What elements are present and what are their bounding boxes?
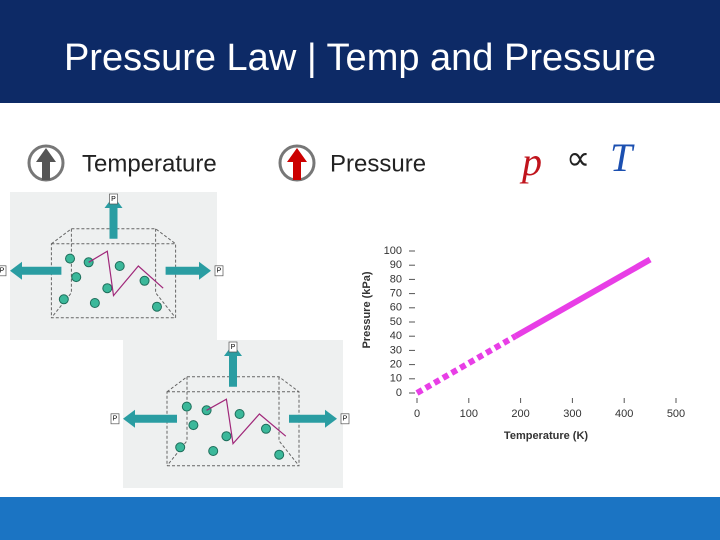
x-tick-label: 400 [615,408,633,420]
x-tick-label: 200 [511,408,529,420]
box-outline [50,228,177,319]
gas-box-figure: P P P [0,192,224,340]
x-axis-label: Temperature (K) [504,430,588,442]
arrow-label: P [217,268,222,275]
molecule [151,301,162,312]
box-outline [166,376,300,467]
label-box [0,265,7,277]
label-box [214,265,224,277]
molecule [71,272,82,283]
y-tick-label: 60 [390,302,402,314]
molecule [102,283,113,294]
y-tick-label: 10 [390,373,402,385]
y-axis-label: Pressure (kPa) [361,271,373,348]
molecule [58,294,69,305]
arrow-label: P [113,416,118,423]
arrow-head [325,409,337,428]
molecule [114,261,125,271]
formula-p: p [519,139,542,184]
label-temperature: Temperature [82,150,217,177]
y-tick-label: 0 [396,387,402,399]
y-tick-label: 70 [390,288,402,300]
molecule [181,401,192,412]
data-line [513,256,652,339]
arrow-head [123,409,135,428]
molecule [261,423,271,434]
label-box [228,341,238,353]
label-pressure: Pressure [330,150,426,177]
gas-box-figure: P P P [110,340,350,488]
y-tick-label: 50 [390,316,402,328]
arrow-label: P [231,344,236,351]
label-box [110,413,120,425]
y-tick-label: 20 [390,359,402,371]
y-tick-label: 40 [390,330,402,342]
footer-bar [0,497,720,540]
molecule [188,420,199,431]
x-tick-label: 300 [563,408,581,420]
label-box [340,413,350,425]
y-tick-label: 90 [390,259,402,271]
slide-title: Pressure Law | Temp and Pressure [64,37,656,79]
y-tick-label: 80 [390,273,402,285]
x-tick-label: 500 [667,408,685,420]
x-tick-label: 100 [460,408,478,420]
molecule-path [88,250,164,298]
header-bar [0,0,720,103]
formula-symbol: ∝ [566,139,590,179]
molecule [221,431,232,442]
molecule [139,275,150,286]
arrow-label: P [343,416,348,423]
icon-up-gray [27,144,65,182]
arrow-head [10,261,22,280]
molecule [274,449,285,460]
arrow-head [199,261,211,280]
molecule [65,253,76,264]
molecule-path [206,398,287,445]
arrow-label: P [0,268,5,275]
arrow-label: P [111,196,116,203]
molecule [175,442,186,453]
label-box [109,193,118,205]
data-line [415,333,517,396]
formula-t: T [610,135,635,180]
molecule [208,446,219,456]
y-tick-label: 100 [384,245,402,257]
y-tick-label: 30 [390,344,402,356]
icon-up-red [278,144,316,182]
x-tick-label: 0 [414,408,420,420]
molecule [89,298,100,308]
molecule [234,409,245,419]
